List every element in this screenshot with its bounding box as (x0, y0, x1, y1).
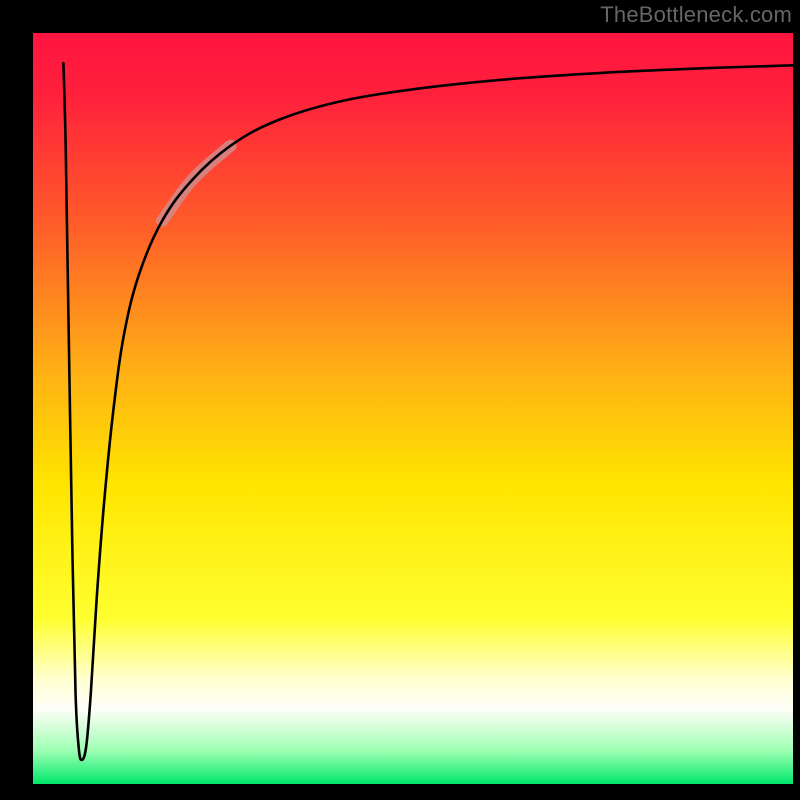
watermark-label: TheBottleneck.com (600, 2, 792, 28)
plot-background (33, 33, 793, 784)
bottleneck-chart (0, 0, 800, 800)
chart-root: TheBottleneck.com (0, 0, 800, 800)
